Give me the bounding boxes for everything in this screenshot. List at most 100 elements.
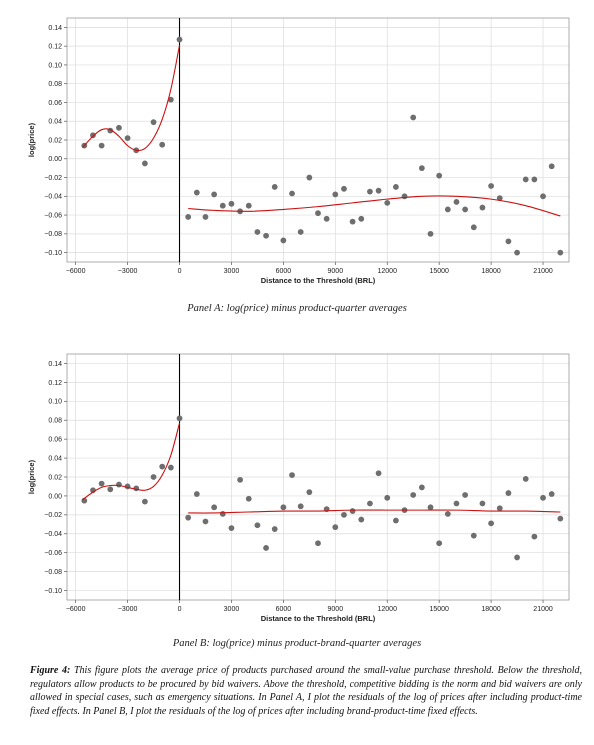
data-point <box>271 526 278 532</box>
data-point <box>211 504 218 511</box>
data-point <box>470 224 477 231</box>
data-point <box>219 511 226 517</box>
data-point <box>176 36 183 43</box>
y-tick-label: 0.08 <box>48 81 62 88</box>
x-tick-label: 21000 <box>533 268 553 275</box>
x-tick-label: 0 <box>178 268 182 275</box>
y-tick-label: 0.10 <box>48 399 62 406</box>
figure-caption: Figure 4: This figure plots the average … <box>30 664 582 718</box>
y-tick-label: 0.06 <box>48 100 62 107</box>
y-tick-label: 0.02 <box>48 474 62 481</box>
x-axis-label: Distance to the Threshold (BRL) <box>261 614 376 623</box>
y-tick-label: 0.00 <box>48 493 62 500</box>
data-point <box>505 490 512 496</box>
data-point <box>514 554 520 561</box>
data-point <box>410 114 417 121</box>
data-point <box>349 508 356 514</box>
x-tick-label: 9000 <box>328 606 344 613</box>
panel-b-plot: −6000 −3000 0 3000 6000 9000 12000 15000 18000 21… <box>27 353 570 623</box>
y-tick-label: 0.14 <box>48 361 62 368</box>
data-point <box>280 237 287 244</box>
data-point <box>531 176 538 183</box>
data-point <box>531 533 538 540</box>
panel-b-caption: Panel B: log(price) minus product-brand-… <box>172 638 422 649</box>
data-point <box>141 498 148 505</box>
data-point <box>418 165 425 172</box>
y-tick-label: 0.04 <box>48 455 62 462</box>
panel-a-chart: −6000 −3000 0 3000 6000 9000 12000 15000 18000 21… <box>0 0 594 300</box>
x-tick-label: 9000 <box>328 268 344 275</box>
x-tick-label: −3000 <box>118 268 138 275</box>
x-tick-label: 15000 <box>429 268 449 275</box>
data-point <box>193 491 200 497</box>
data-point <box>427 230 434 237</box>
x-tick-label: 18000 <box>481 268 501 275</box>
data-point <box>228 200 235 207</box>
data-point <box>341 511 347 518</box>
data-point <box>245 202 252 209</box>
x-tick-label: −6000 <box>66 606 86 613</box>
data-point <box>124 135 131 142</box>
fit-curve-left <box>82 422 181 501</box>
data-point <box>297 229 304 235</box>
data-point <box>462 206 469 213</box>
data-point <box>332 524 339 531</box>
x-tick-label: 18000 <box>481 606 501 613</box>
y-tick-label: −0.10 <box>44 588 62 595</box>
data-point <box>219 202 226 209</box>
data-point <box>392 184 399 190</box>
x-tick-label: 3000 <box>224 268 240 275</box>
data-point <box>315 540 321 547</box>
x-tick-label: 6000 <box>276 606 292 613</box>
data-point <box>306 174 313 181</box>
data-point <box>167 464 174 471</box>
data-point <box>323 215 330 222</box>
data-point <box>410 492 417 498</box>
y-tick-label: 0.06 <box>48 437 62 444</box>
x-tick-label: −6000 <box>66 268 86 275</box>
y-tick-label: 0.08 <box>48 418 62 425</box>
data-point <box>358 516 365 523</box>
y-tick-label: 0.12 <box>48 44 62 51</box>
panel-a-caption: Panel A: log(price) minus product-quarte… <box>187 303 407 314</box>
data-point <box>176 415 183 422</box>
data-point <box>496 505 503 512</box>
data-point <box>263 232 269 239</box>
y-tick-label: −0.02 <box>44 512 62 519</box>
y-tick-label: −0.06 <box>44 550 62 557</box>
data-point <box>306 489 313 496</box>
data-point <box>228 525 235 531</box>
x-tick-label: 3000 <box>224 606 240 613</box>
y-tick-label: 0.12 <box>48 380 62 387</box>
data-point <box>271 184 278 190</box>
data-point <box>462 492 469 498</box>
data-point <box>358 215 365 222</box>
data-point <box>263 545 269 551</box>
x-tick-label: 12000 <box>378 606 398 613</box>
panel-a-plot: −6000 −3000 0 3000 6000 9000 12000 15000 18000 21… <box>27 17 570 285</box>
data-point <box>332 191 339 198</box>
data-point <box>193 189 200 196</box>
data-point <box>289 472 295 479</box>
data-point <box>341 185 347 192</box>
data-point <box>505 238 512 245</box>
data-point <box>453 199 460 205</box>
data-point <box>297 503 304 510</box>
data-point <box>557 249 564 256</box>
data-point <box>418 484 425 491</box>
data-point <box>375 470 382 477</box>
data-point <box>254 522 261 529</box>
data-point <box>211 191 218 198</box>
data-point <box>150 119 157 126</box>
data-point <box>436 540 443 547</box>
data-point <box>159 463 166 470</box>
fit-curve-right <box>188 509 561 514</box>
data-point <box>98 142 105 149</box>
data-point <box>367 500 373 507</box>
data-point <box>289 190 295 197</box>
x-tick-label: 12000 <box>378 268 398 275</box>
data-point <box>202 518 209 525</box>
data-point <box>384 199 391 206</box>
data-point <box>479 204 486 211</box>
data-point <box>375 187 382 194</box>
